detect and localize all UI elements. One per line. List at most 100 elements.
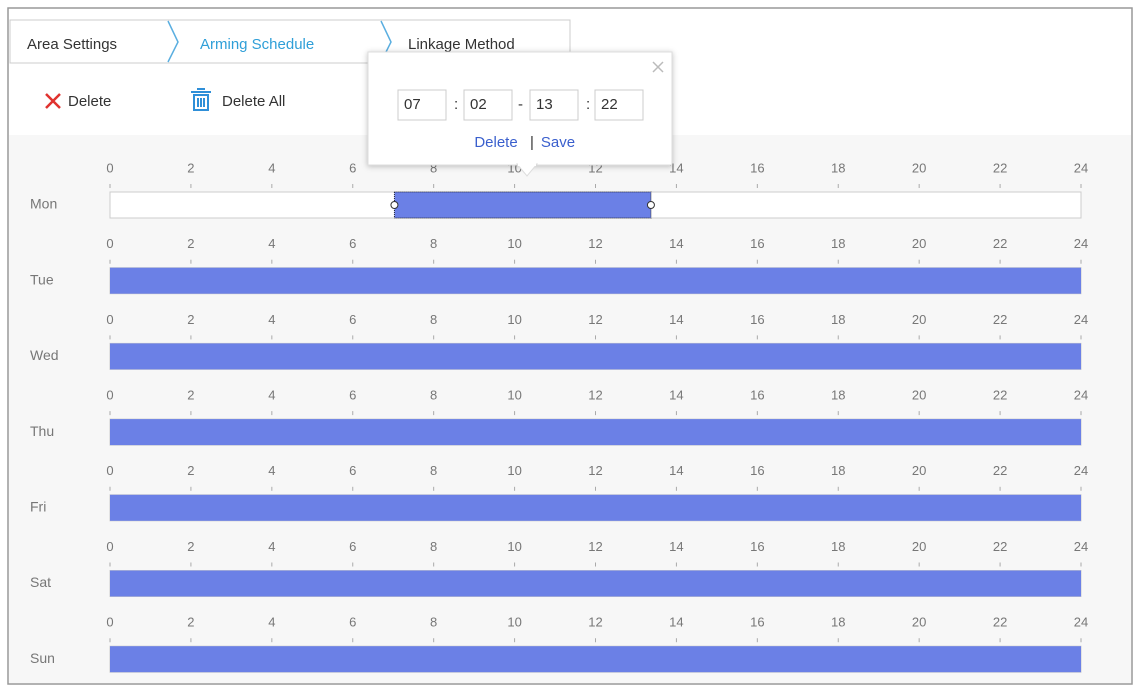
resize-handle[interactable] (390, 201, 399, 209)
hour-tick-label: 18 (831, 388, 845, 403)
hour-tick-label: 0 (106, 463, 113, 478)
pointer-cover (518, 162, 536, 166)
hour-tick-label: 20 (912, 463, 926, 478)
hour-tick-label: 2 (187, 615, 194, 630)
hour-tick-label: 24 (1074, 312, 1088, 327)
hour-tick-label: 2 (187, 539, 194, 554)
armed-segment[interactable] (110, 494, 1081, 521)
hour-tick-label: 8 (430, 312, 437, 327)
hour-tick-label: 18 (831, 463, 845, 478)
hour-tick-label: 0 (106, 160, 113, 175)
hour-tick-label: 20 (912, 312, 926, 327)
hour-tick-label: 4 (268, 539, 275, 554)
hour-tick-label: 4 (268, 160, 275, 175)
hour-tick-label: 10 (507, 615, 521, 630)
day-label: Sun (30, 650, 55, 666)
hour-tick-label: 16 (750, 615, 764, 630)
tab[interactable]: Area Settings (27, 36, 117, 53)
hour-tick-label: 2 (187, 160, 194, 175)
end-hour: 13 (536, 96, 553, 113)
armed-segment[interactable] (110, 570, 1081, 597)
time-popup: 07 : 02 - 13 : 22 Delete | Save (367, 51, 673, 177)
hour-tick-label: 18 (831, 160, 845, 175)
start-hour-input[interactable] (397, 89, 447, 121)
day-label: Wed (30, 347, 59, 363)
hour-tick-label: 6 (349, 312, 356, 327)
separator: - (518, 96, 523, 113)
hour-tick-label: 6 (349, 539, 356, 554)
hour-tick-label: 12 (588, 463, 602, 478)
delete-all-button[interactable]: Delete All (191, 88, 285, 111)
separator: : (586, 96, 590, 113)
end-hour-input[interactable] (529, 89, 579, 121)
resize-handle[interactable] (646, 201, 655, 209)
hour-tick-label: 18 (831, 539, 845, 554)
armed-segment[interactable] (393, 191, 652, 219)
hour-tick-label: 22 (993, 312, 1007, 327)
hour-tick-label: 8 (430, 615, 437, 630)
day-label: Mon (30, 196, 57, 212)
day-label: Fri (30, 499, 46, 515)
end-minute-input[interactable] (594, 89, 644, 121)
armed-segment[interactable] (110, 267, 1081, 294)
hour-tick-label: 24 (1074, 539, 1088, 554)
hour-tick-label: 4 (268, 236, 275, 251)
hour-tick-label: 14 (669, 539, 683, 554)
hour-tick-label: 22 (993, 539, 1007, 554)
delete-link[interactable]: Delete (474, 134, 517, 151)
hour-tick-label: 22 (993, 463, 1007, 478)
armed-segment[interactable] (110, 419, 1081, 446)
hour-tick-label: 20 (912, 615, 926, 630)
hour-tick-label: 2 (187, 463, 194, 478)
hour-tick-label: 0 (106, 388, 113, 403)
save-link[interactable]: Save (541, 134, 575, 151)
start-hour: 07 (404, 96, 421, 113)
hour-tick-label: 24 (1074, 615, 1088, 630)
hour-tick-label: 14 (669, 160, 683, 175)
hour-tick-label: 24 (1074, 236, 1088, 251)
hour-tick-label: 4 (268, 615, 275, 630)
hour-tick-label: 16 (750, 236, 764, 251)
hour-tick-label: 2 (187, 312, 194, 327)
hour-tick-label: 10 (507, 236, 521, 251)
hour-tick-label: 2 (187, 388, 194, 403)
delete-button[interactable]: Delete (45, 93, 111, 110)
tab-divider (167, 20, 179, 63)
day-label: Tue (30, 271, 54, 287)
hour-tick-label: 22 (993, 160, 1007, 175)
hour-tick-label: 2 (187, 236, 194, 251)
hour-tick-label: 12 (588, 539, 602, 554)
tab[interactable]: Linkage Method (408, 36, 515, 53)
hour-tick-label: 4 (268, 388, 275, 403)
tab-active[interactable]: Arming Schedule (200, 36, 314, 53)
close-button[interactable] (652, 61, 664, 73)
hour-tick-label: 16 (750, 312, 764, 327)
hour-tick-label: 14 (669, 388, 683, 403)
delete-icon (45, 93, 61, 109)
start-minute: 02 (470, 96, 487, 113)
armed-segment[interactable] (110, 646, 1081, 673)
separator: : (454, 96, 458, 113)
hour-tick-label: 8 (430, 463, 437, 478)
hour-tick-label: 14 (669, 312, 683, 327)
hour-tick-label: 22 (993, 236, 1007, 251)
hour-tick-label: 22 (993, 388, 1007, 403)
start-minute-input[interactable] (463, 89, 513, 121)
hour-tick-label: 24 (1074, 160, 1088, 175)
hour-tick-label: 16 (750, 539, 764, 554)
hour-tick-label: 16 (750, 160, 764, 175)
hour-tick-label: 12 (588, 388, 602, 403)
hour-tick-label: 10 (507, 539, 521, 554)
trash-icon (191, 88, 211, 111)
armed-segment[interactable] (110, 343, 1081, 370)
hour-tick-label: 0 (106, 615, 113, 630)
hour-tick-label: 6 (349, 463, 356, 478)
day-label: Thu (30, 423, 54, 439)
hour-tick-label: 16 (750, 463, 764, 478)
hour-tick-label: 18 (831, 615, 845, 630)
hour-tick-label: 6 (349, 388, 356, 403)
hour-tick-label: 24 (1074, 463, 1088, 478)
